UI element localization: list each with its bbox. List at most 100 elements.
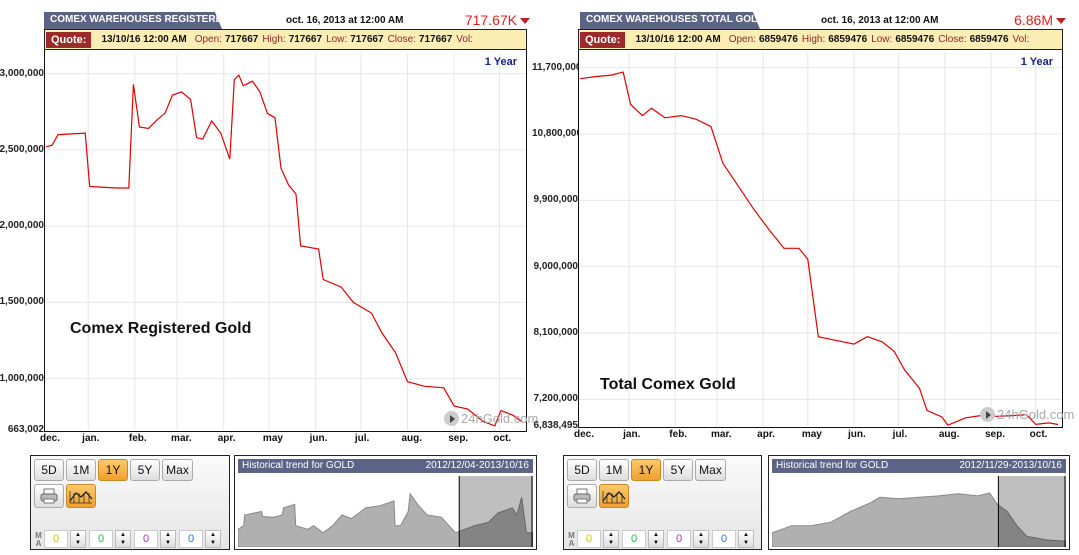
navigator[interactable]: Historical trend for GOLD 2012/12/04-2013… bbox=[234, 455, 537, 550]
line-chart-button[interactable] bbox=[66, 484, 96, 508]
period-label: 1 Year bbox=[1020, 56, 1053, 68]
x-tick-label: jun. bbox=[309, 433, 328, 444]
ma-stepper-2[interactable]: ▲ ▼ bbox=[648, 530, 664, 548]
y-tick-label: 2,500,000 bbox=[0, 143, 44, 155]
navigator-range: 2012/12/04-2013/10/16 bbox=[425, 460, 529, 471]
y-tick-label: 9,900,000 bbox=[533, 194, 579, 206]
range-button-5d[interactable]: 5D bbox=[34, 459, 64, 481]
x-tick-label: sep. bbox=[985, 429, 1006, 440]
open-label: Open: bbox=[194, 34, 222, 45]
range-button-5y[interactable]: 5Y bbox=[130, 459, 160, 481]
x-tick-label: oct. bbox=[493, 433, 512, 444]
ma-input-2[interactable]: 0 bbox=[622, 530, 646, 548]
ma-input-2[interactable]: 0 bbox=[89, 530, 113, 548]
low-value: 717667 bbox=[350, 34, 384, 45]
high-label: High: bbox=[801, 34, 826, 45]
open-value: 6859476 bbox=[758, 34, 798, 45]
ma-label: MA bbox=[567, 531, 576, 549]
x-tick-label: aug. bbox=[401, 433, 423, 444]
ma-stepper-1[interactable]: ▲ ▼ bbox=[70, 530, 86, 548]
ma-input-1[interactable]: 0 bbox=[577, 530, 601, 548]
open-label: Open: bbox=[728, 34, 756, 45]
ma-stepper-1[interactable]: ▲ ▼ bbox=[603, 530, 619, 548]
navigator-plot[interactable] bbox=[771, 476, 1067, 548]
chart-annotation: Total Comex Gold bbox=[600, 376, 736, 393]
x-tick-label: jun. bbox=[848, 429, 866, 440]
x-tick-label: apr. bbox=[757, 429, 775, 440]
quote-label: Quote: bbox=[46, 31, 92, 48]
navigator-chart bbox=[771, 476, 1067, 548]
y-tick-label: 3,000,000 bbox=[0, 67, 44, 79]
range-button-max[interactable]: Max bbox=[695, 459, 726, 481]
ma-input-4[interactable]: 0 bbox=[712, 530, 736, 548]
last-value: 717.67K bbox=[465, 12, 530, 28]
ma-stepper-4[interactable]: ▲ ▼ bbox=[738, 530, 754, 548]
low-label: Low: bbox=[871, 34, 893, 45]
quote-datetime: 13/10/16 12:00 AM bbox=[635, 34, 721, 45]
low-value: 6859476 bbox=[895, 34, 935, 45]
navigator[interactable]: Historical trend for GOLD 2012/11/29-2013… bbox=[768, 455, 1070, 550]
y-tick-label: 1,500,000 bbox=[0, 296, 44, 308]
close-value: 717667 bbox=[418, 34, 453, 45]
chart-area[interactable] bbox=[578, 50, 1063, 428]
x-tick-label: sep. bbox=[448, 433, 469, 444]
x-tick-label: aug. bbox=[938, 429, 960, 440]
x-tick-label: feb. bbox=[669, 429, 688, 440]
navigator-range: 2012/11/29-2013/10/16 bbox=[959, 460, 1062, 471]
printer-icon bbox=[40, 488, 58, 504]
quote-date: oct. 16, 2013 at 12:00 AM bbox=[286, 15, 404, 26]
chart-controls: 5D 1M 1Y 5Y Max MA 0 ▲ ▼ 0 ▲ ▼ 0 ▲ ▼ 0 ▲ ▼ bbox=[563, 455, 762, 550]
ma-stepper-3[interactable]: ▲ ▼ bbox=[160, 530, 176, 548]
range-button-5d[interactable]: 5D bbox=[567, 459, 597, 481]
ma-stepper-2[interactable]: ▲ ▼ bbox=[115, 530, 131, 548]
range-button-5y[interactable]: 5Y bbox=[663, 459, 693, 481]
ma-input-1[interactable]: 0 bbox=[44, 530, 68, 548]
x-tick-label: feb. bbox=[128, 433, 147, 444]
x-tick-label: mar. bbox=[711, 429, 732, 440]
chart-annotation: Comex Registered Gold bbox=[70, 320, 252, 337]
x-tick-label: dec. bbox=[574, 429, 595, 440]
range-button-1y[interactable]: 1Y bbox=[98, 459, 128, 481]
x-tick-label: oct. bbox=[1029, 429, 1048, 440]
y-tick-label: 9,000,000 bbox=[533, 260, 579, 272]
x-tick-label: may bbox=[262, 433, 283, 444]
quote-label: Quote: bbox=[580, 31, 626, 48]
ma-input-3[interactable]: 0 bbox=[134, 530, 158, 548]
navigator-header: Historical trend for GOLD 2012/11/29-2013… bbox=[772, 459, 1066, 473]
print-button[interactable] bbox=[34, 484, 64, 508]
navigator-selection[interactable] bbox=[459, 476, 533, 547]
high-value: 6859476 bbox=[828, 34, 868, 45]
navigator-area bbox=[771, 492, 1067, 548]
navigator-title: Historical trend for GOLD bbox=[776, 460, 889, 471]
y-tick-label: 7,200,000 bbox=[533, 393, 579, 405]
y-tick-label: 11,700,000 bbox=[532, 61, 578, 73]
play-icon bbox=[444, 411, 459, 426]
y-tick-label: 663,002 bbox=[7, 424, 44, 435]
printer-icon bbox=[573, 488, 591, 504]
chart-area[interactable] bbox=[44, 50, 527, 432]
quote-bar: Quote: 13/10/16 12:00 AM Open: 717667 Hig… bbox=[44, 29, 527, 50]
ma-stepper-3[interactable]: ▲ ▼ bbox=[693, 530, 709, 548]
range-button-max[interactable]: Max bbox=[162, 459, 193, 481]
chart-title-tab: COMEX WAREHOUSES TOTAL GOLD (C bbox=[580, 12, 760, 29]
range-button-1m[interactable]: 1M bbox=[66, 459, 96, 481]
y-tick-label: 6,838,495 bbox=[533, 420, 579, 431]
line-chart-button[interactable] bbox=[599, 484, 629, 508]
line-chart-icon bbox=[69, 491, 93, 504]
range-button-1m[interactable]: 1M bbox=[599, 459, 629, 481]
ma-input-3[interactable]: 0 bbox=[667, 530, 691, 548]
x-tick-label: jul. bbox=[354, 433, 370, 444]
ma-label: MA bbox=[34, 531, 43, 549]
navigator-header: Historical trend for GOLD 2012/12/04-2013… bbox=[238, 459, 533, 473]
navigator-plot[interactable] bbox=[237, 476, 534, 548]
navigator-selection[interactable] bbox=[998, 476, 1066, 547]
ma-stepper-4[interactable]: ▲ ▼ bbox=[205, 530, 221, 548]
watermark-text: 24hGold.com bbox=[997, 407, 1075, 422]
watermark: 24hGold.com bbox=[444, 411, 538, 426]
y-tick-label: 8,100,000 bbox=[533, 327, 579, 339]
x-tick-label: jul. bbox=[892, 429, 908, 440]
ma-input-4[interactable]: 0 bbox=[179, 530, 203, 548]
range-button-1y[interactable]: 1Y bbox=[631, 459, 661, 481]
print-button[interactable] bbox=[567, 484, 597, 508]
last-value-text: 717.67K bbox=[464, 12, 517, 28]
